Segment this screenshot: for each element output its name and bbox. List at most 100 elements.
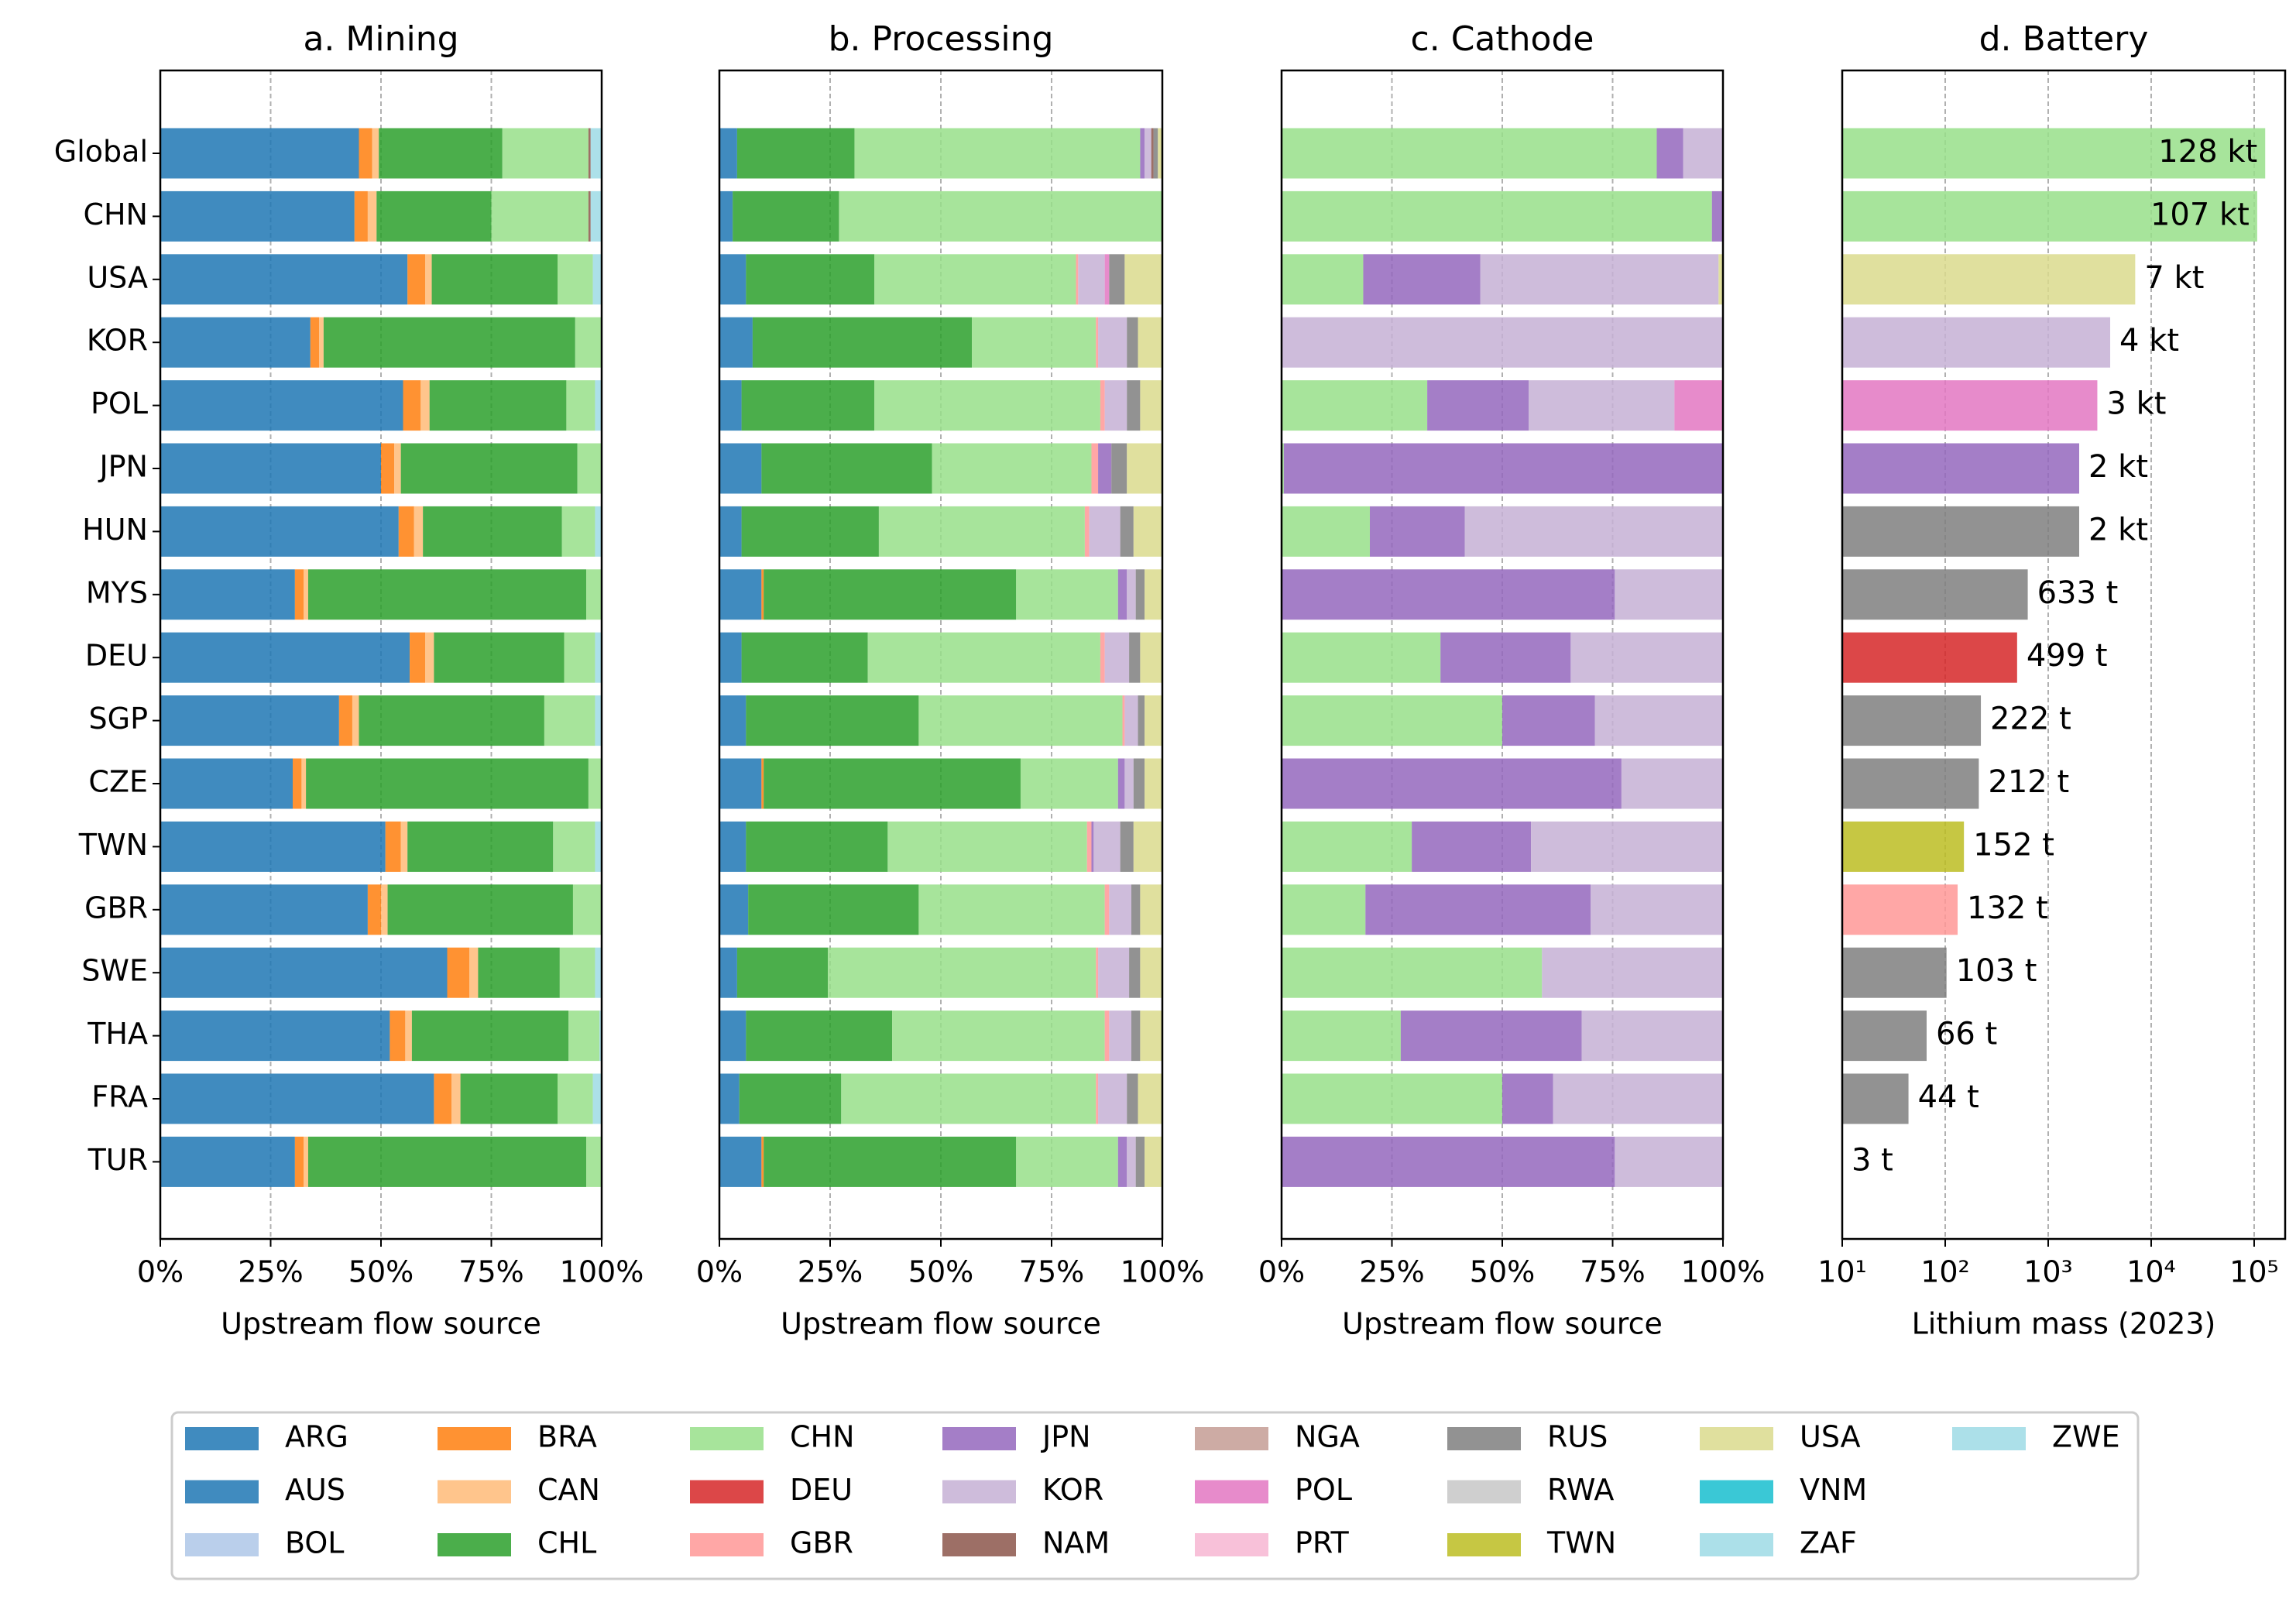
bar-segment — [352, 695, 359, 746]
x-tick-label: 0% — [137, 1255, 184, 1289]
bar — [1842, 569, 2028, 620]
legend-swatch — [942, 1533, 1016, 1556]
value-label: 633 t — [2037, 575, 2119, 611]
bar-segment — [1096, 947, 1099, 998]
bar-segment — [746, 695, 919, 746]
x-axis-label: Upstream flow source — [1342, 1307, 1663, 1341]
legend-label: ARG — [285, 1420, 348, 1454]
legend-frame — [170, 1411, 2140, 1580]
legend-label: NAM — [1042, 1526, 1110, 1560]
bar-segment — [572, 884, 602, 935]
bar-segment — [1282, 317, 1723, 368]
x-tick-label: 25% — [1359, 1255, 1424, 1289]
bar-segment — [1282, 821, 1412, 872]
y-tick-label: THA — [87, 1017, 148, 1051]
bar-segment — [1145, 1136, 1162, 1187]
bar-segment — [1098, 1073, 1127, 1124]
bar-segment — [586, 569, 602, 620]
bar-segment — [1076, 254, 1079, 305]
bar-segment — [1117, 1136, 1127, 1187]
bar — [1842, 695, 1982, 746]
legend-label: CHL — [537, 1526, 596, 1560]
x-tick-label: 75% — [1019, 1255, 1084, 1289]
bar-segment — [1129, 632, 1141, 683]
bar-segment — [407, 254, 425, 305]
bar-segment — [854, 128, 1141, 179]
bar-segment — [828, 947, 1097, 998]
bar — [1842, 632, 2017, 683]
bar-segment — [359, 128, 372, 179]
bar-segment — [1140, 128, 1145, 179]
bar-segment — [301, 758, 307, 809]
bar-segment — [1096, 317, 1099, 368]
y-tick-label: JPN — [98, 450, 148, 484]
value-label: 3 kt — [2106, 386, 2166, 422]
bar-segment — [1100, 380, 1105, 431]
bar-segment — [592, 254, 602, 305]
bar-segment — [1120, 821, 1134, 872]
bar-segment — [1098, 947, 1130, 998]
bar-segment — [1124, 254, 1162, 305]
bar-segment — [160, 632, 410, 683]
bar-segment — [1117, 569, 1127, 620]
bar-segment — [1365, 884, 1591, 935]
bar-segment — [761, 1136, 764, 1187]
bar-segment — [1412, 821, 1532, 872]
bar-segment — [1104, 380, 1127, 431]
value-label: 107 kt — [2150, 197, 2250, 232]
bar-segment — [887, 821, 1087, 872]
bar-segment — [741, 632, 868, 683]
bar-segment — [1145, 128, 1151, 179]
bar-segment — [359, 695, 544, 746]
legend-label: TWN — [1546, 1526, 1616, 1560]
bar-segment — [1096, 1073, 1099, 1124]
bar-segment — [1282, 632, 1441, 683]
panel-frame — [1280, 69, 1725, 1240]
bar-segment — [1711, 190, 1723, 242]
legend-swatch — [690, 1533, 764, 1556]
legend-swatch — [1195, 1480, 1268, 1504]
legend-label: RWA — [1547, 1473, 1614, 1507]
bar-segment — [403, 380, 421, 431]
bar-segment — [447, 947, 469, 998]
bar-segment — [761, 443, 932, 494]
legend-swatch — [1447, 1480, 1521, 1504]
bar-segment — [160, 443, 381, 494]
x-tick-label: 10² — [1920, 1255, 1970, 1289]
bar-segment — [1594, 695, 1723, 746]
bar-segment — [590, 190, 602, 242]
bar-segment — [160, 128, 359, 179]
bar-segment — [160, 821, 386, 872]
bar-segment — [558, 254, 593, 305]
bar-segment — [160, 569, 295, 620]
bar — [1842, 380, 2098, 431]
bar-segment — [398, 506, 414, 557]
legend-swatch — [1195, 1427, 1268, 1450]
bar-segment — [1282, 128, 1657, 179]
bar — [1842, 758, 1979, 809]
bar-segment — [1098, 443, 1112, 494]
bar-segment — [1674, 380, 1723, 431]
bar-segment — [1621, 758, 1723, 809]
bar-segment — [160, 884, 368, 935]
value-label: 3 t — [1852, 1142, 1893, 1178]
bar-segment — [1078, 254, 1105, 305]
bar-segment — [1158, 128, 1162, 179]
bar-segment — [719, 884, 749, 935]
legend-swatch — [438, 1480, 511, 1504]
bar-segment — [410, 632, 425, 683]
x-tick-label: 10⁴ — [2126, 1255, 2176, 1289]
legend-swatch — [1700, 1533, 1773, 1556]
bar-segment — [425, 254, 432, 305]
bar — [1842, 947, 1947, 998]
bar-segment — [306, 758, 589, 809]
bar-segment — [1591, 884, 1723, 935]
x-tick-label: 75% — [1580, 1255, 1645, 1289]
bar-segment — [294, 1136, 304, 1187]
bar-segment — [310, 317, 320, 368]
x-tick-label: 100% — [560, 1255, 644, 1289]
bar-segment — [1153, 128, 1158, 179]
bar-segment — [564, 632, 595, 683]
bar-segment — [1109, 884, 1131, 935]
bar-segment — [1683, 128, 1723, 179]
